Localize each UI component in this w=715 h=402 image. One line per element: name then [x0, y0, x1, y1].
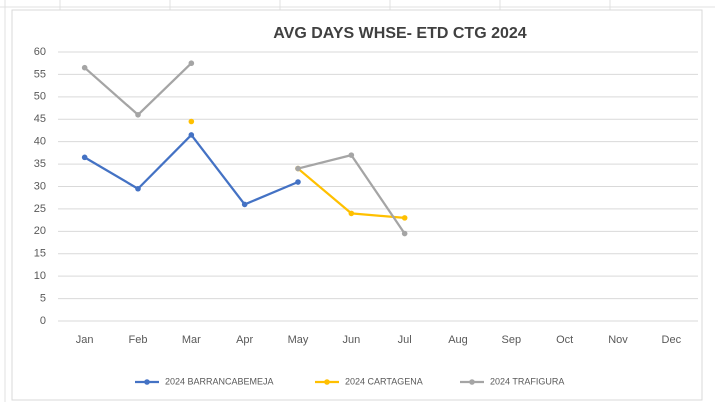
point	[188, 60, 195, 67]
x-tick-label: Aug	[448, 334, 468, 346]
point	[295, 165, 301, 172]
point	[348, 152, 355, 158]
y-tick-label: 35	[34, 158, 46, 170]
x-tick-label: Nov	[608, 334, 628, 346]
x-tick-label: Jun	[342, 334, 360, 346]
legend-label: 2024 CARTAGENA	[345, 376, 423, 386]
legend-label: 2024 TRAFIGURA	[490, 376, 564, 386]
y-tick-label: 40	[34, 136, 46, 148]
y-tick-label: 10	[34, 270, 46, 282]
legend-marker	[469, 379, 475, 385]
point	[401, 215, 408, 221]
x-tick-label: Jul	[398, 334, 412, 346]
y-tick-label: 0	[40, 315, 46, 327]
x-tick-label: Mar	[182, 334, 201, 346]
point	[188, 132, 195, 138]
point	[241, 201, 248, 208]
point	[348, 210, 355, 217]
x-tick-label: Jan	[76, 334, 94, 346]
y-tick-label: 15	[34, 248, 46, 260]
legend-marker	[144, 379, 150, 385]
x-tick-label: Dec	[662, 334, 682, 346]
y-tick-label: 45	[34, 113, 46, 125]
chart-area	[11, 9, 703, 401]
point	[81, 154, 88, 161]
y-tick-label: 25	[34, 203, 46, 215]
y-tick-label: 50	[34, 91, 46, 103]
y-tick-label: 20	[34, 225, 46, 237]
point	[81, 64, 88, 71]
legend-marker	[324, 379, 330, 385]
point	[135, 111, 141, 118]
x-tick-label: Oct	[556, 334, 573, 346]
legend-label: 2024 BARRANCABEMEJA	[165, 376, 274, 386]
x-tick-label: May	[288, 334, 309, 346]
y-tick-label: 30	[34, 180, 46, 192]
point	[188, 118, 195, 125]
x-tick-label: Apr	[236, 334, 253, 346]
point	[135, 185, 141, 192]
x-tick-label: Feb	[129, 334, 148, 346]
chart-title: AVG DAYS WHSE- ETD CTG 2024	[273, 25, 526, 42]
x-tick-label: Sep	[502, 334, 522, 346]
point	[295, 179, 301, 185]
point	[401, 230, 408, 237]
y-tick-label: 55	[34, 68, 46, 80]
plot: 0 5 10 15 20 25 30 35 40 45 50 55 60 Jan Feb Mar Apr May J…	[34, 46, 698, 386]
y-tick-label: 60	[34, 46, 46, 58]
y-tick-label: 5	[40, 292, 46, 304]
